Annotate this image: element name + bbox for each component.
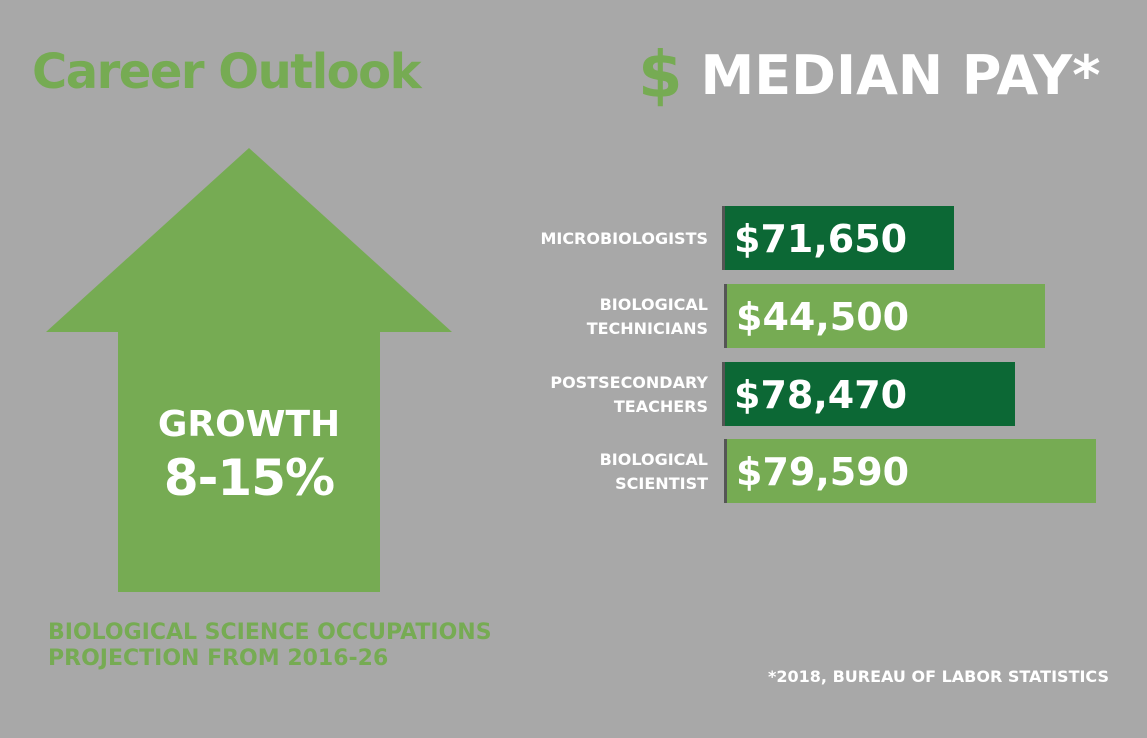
value-label-biological-technicians: $44,500 bbox=[736, 295, 909, 339]
value-label-biological-scientist: $79,590 bbox=[736, 450, 909, 494]
bar-microbiologists bbox=[725, 206, 954, 270]
category-label-biological-technicians: TECHNICIANS bbox=[587, 319, 708, 338]
growth-arrow-icon bbox=[46, 148, 452, 592]
category-label-biological-scientist: BIOLOGICAL bbox=[600, 450, 708, 469]
bar-postsecondary-teachers bbox=[725, 362, 1015, 426]
category-label-biological-technicians: BIOLOGICAL bbox=[600, 295, 708, 314]
bar-edge-biological-scientist bbox=[724, 439, 727, 503]
category-label-postsecondary-teachers: TEACHERS bbox=[614, 397, 708, 416]
dollar-icon: $ bbox=[638, 39, 683, 113]
career-outlook-title: Career Outlook bbox=[32, 44, 422, 100]
category-label-postsecondary-teachers: POSTSECONDARY bbox=[550, 373, 708, 392]
projection-line-2: PROJECTION FROM 2016-26 bbox=[48, 646, 389, 671]
median-pay-header: $ MEDIAN PAY* bbox=[638, 44, 1100, 108]
bar-biological-technicians bbox=[727, 284, 1045, 348]
source-footnote: *2018, BUREAU OF LABOR STATISTICS bbox=[768, 667, 1109, 686]
projection-line-1: BIOLOGICAL SCIENCE OCCUPATIONS bbox=[48, 620, 492, 645]
value-label-microbiologists: $71,650 bbox=[734, 217, 907, 261]
value-label-postsecondary-teachers: $78,470 bbox=[734, 373, 907, 417]
bar-edge-microbiologists bbox=[722, 206, 725, 270]
growth-value: 8-15% bbox=[163, 449, 335, 507]
category-label-biological-scientist: SCIENTIST bbox=[615, 474, 708, 493]
bar-biological-scientist bbox=[727, 439, 1096, 503]
bar-edge-postsecondary-teachers bbox=[722, 362, 725, 426]
projection-note: BIOLOGICAL SCIENCE OCCUPATIONS PROJECTIO… bbox=[48, 620, 492, 672]
bar-edge-biological-technicians bbox=[724, 284, 727, 348]
growth-label: GROWTH bbox=[157, 404, 341, 445]
category-label-microbiologists: MICROBIOLOGISTS bbox=[540, 229, 708, 248]
median-pay-title: MEDIAN PAY* bbox=[700, 44, 1101, 107]
